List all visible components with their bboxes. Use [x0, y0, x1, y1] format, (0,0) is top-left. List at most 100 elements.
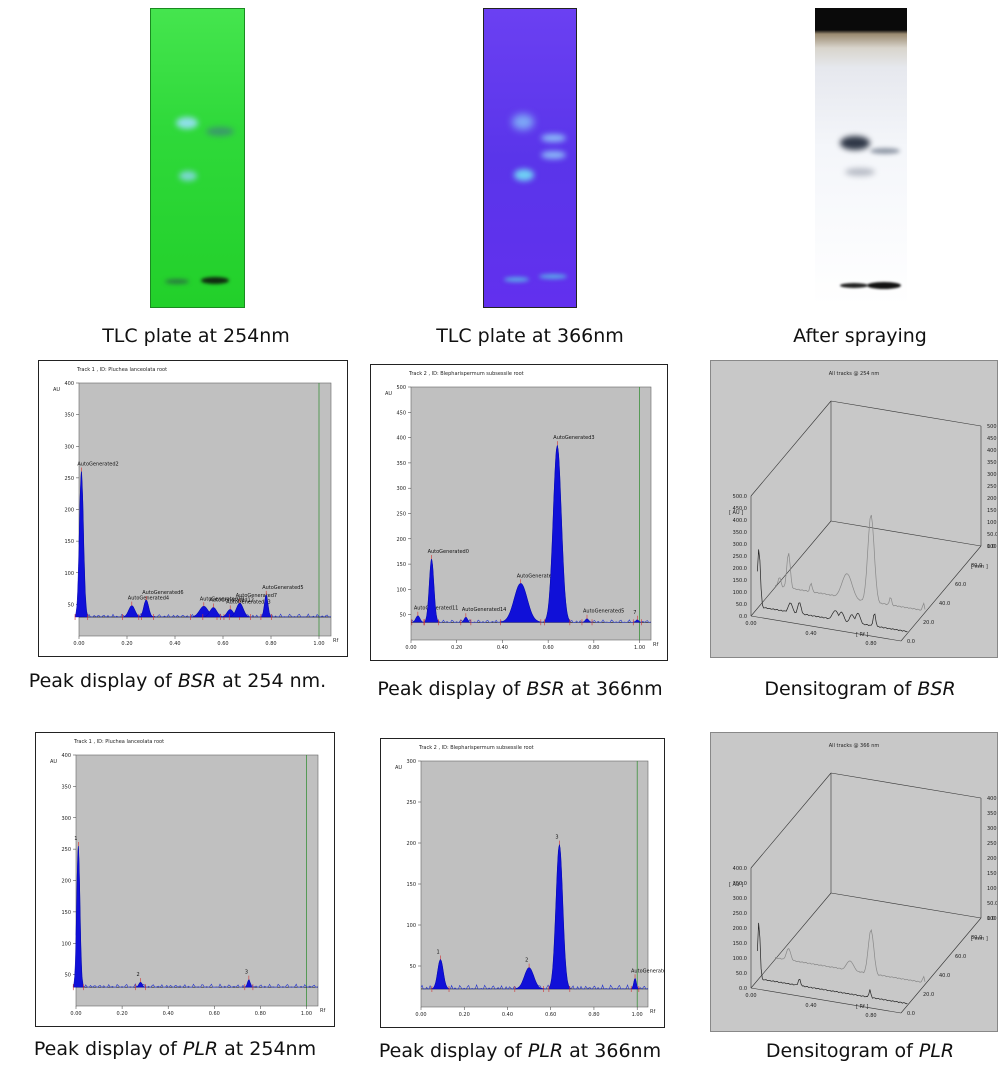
au-tick-label: 0.0	[739, 614, 747, 620]
x-unit: Rf	[653, 642, 658, 648]
mm-tick-label: 60.0	[955, 954, 966, 960]
box-edge	[750, 520, 832, 617]
y-tick-label: 150	[406, 882, 416, 888]
au-tick-label-right: 200.0	[987, 496, 997, 502]
x-tick-label: 0.20	[121, 641, 132, 647]
densitogram-bg	[711, 361, 997, 657]
rf-axis-label: [ Rf ]	[856, 1004, 868, 1010]
peak-label: AutoGenerated5	[262, 585, 303, 591]
box-edge	[750, 772, 832, 869]
y-tick-label: 400	[61, 753, 71, 759]
peak-3	[138, 599, 154, 618]
au-tick-label: 150.0	[733, 578, 747, 584]
x-tick-label: 0.60	[543, 645, 554, 651]
x-tick-label: 1.00	[301, 1011, 312, 1017]
peak-label: 2	[137, 972, 140, 978]
y-tick-label: 200	[406, 841, 416, 847]
rf-tick-label: 0.80	[865, 1013, 876, 1019]
box-edge	[830, 400, 982, 427]
au-tick-label-right: 500.0	[987, 424, 997, 430]
y-tick-label: 100	[61, 941, 71, 947]
x-tick-label: 1.00	[634, 645, 645, 651]
axis-mm	[900, 917, 982, 1014]
au-tick-label-right: 50.0	[987, 901, 997, 907]
peak-2	[135, 981, 146, 988]
peak-3	[548, 844, 570, 990]
x-tick-label: 0.40	[497, 645, 508, 651]
au-tick-label-right: 0.0	[987, 916, 995, 922]
rf-tick-label: 0.40	[805, 631, 816, 637]
y-tick-label: 150	[396, 562, 406, 568]
peak-label: AutoGenerated4	[631, 968, 664, 974]
y-unit: AU	[50, 759, 57, 765]
au-tick-label: 250.0	[733, 911, 747, 917]
peak-6	[581, 618, 593, 623]
au-tick-label: 400.0	[733, 866, 747, 872]
au-tick-label-right: 100.0	[987, 886, 997, 892]
peak-3	[460, 616, 472, 623]
au-tick-label: 300.0	[733, 896, 747, 902]
caption-densitogram-plr: Densitogram of PLR	[765, 1040, 955, 1062]
y-tick-label: 300	[61, 816, 71, 822]
caption-peak-bsr-254: Peak display of BSR at 254 nm.	[28, 670, 327, 692]
au-tick-label: 350.0	[733, 881, 747, 887]
box-edge	[830, 772, 982, 799]
au-tick-label: 50.0	[736, 602, 747, 608]
peak-chart-plr-366: Track 2 , ID: Blepharispermum subsessile…	[395, 745, 664, 1018]
rf-tick-label: 0.40	[805, 1003, 816, 1009]
axis-rf	[750, 987, 902, 1014]
peak-panel-bsr-254: Track 1 , ID: Pluchea lanceolata root AU R…	[38, 360, 348, 657]
x-tick-label: 1.00	[313, 641, 324, 647]
y-tick-label: 150	[64, 539, 74, 545]
au-tick-label: 300.0	[733, 542, 747, 548]
peak-panel-plr-366: Track 2 , ID: Blepharispermum subsessile…	[380, 738, 665, 1028]
peak-4	[631, 978, 639, 990]
x-tick-label: 0.80	[255, 1011, 266, 1017]
rf-tick-label: 0.00	[745, 621, 756, 627]
tlc-plate-254	[150, 8, 245, 308]
densitogram-title: All tracks @ 254 nm	[829, 371, 880, 377]
axis-rf	[750, 615, 902, 642]
box-edge	[830, 892, 982, 919]
x-unit: Rf	[320, 1008, 325, 1014]
y-tick-label: 150	[61, 910, 71, 916]
x-tick-label: 1.00	[632, 1012, 643, 1018]
peak-label: AutoGenerated4	[128, 596, 169, 602]
au-tick-label: 150.0	[733, 941, 747, 947]
mm-tick-label: 40.0	[939, 973, 950, 979]
rf-tick-label: 0.80	[865, 641, 876, 647]
au-tick-label-right: 100.0	[987, 520, 997, 526]
x-tick-label: 0.60	[545, 1012, 556, 1018]
peak-panel-plr-254: Track 1 , ID: Pluchea lanceolata root AU R…	[35, 732, 335, 1027]
au-tick-label-right: 250.0	[987, 841, 997, 847]
peak-label: 1	[74, 836, 77, 842]
peak-label: 2	[525, 958, 528, 964]
signal-line	[75, 846, 319, 988]
y-tick-label: 200	[396, 537, 406, 543]
y-tick-label: 250	[64, 476, 74, 482]
y-tick-label: 300	[64, 444, 74, 450]
y-tick-label: 350	[396, 461, 406, 467]
peak-4	[500, 583, 541, 623]
x-tick-label: 0.00	[405, 645, 416, 651]
au-tick-label-right: 300.0	[987, 826, 997, 832]
plot-area	[75, 754, 319, 1007]
mm-axis-label: [ mm ]	[971, 564, 988, 570]
mm-tick-label: 40.0	[939, 601, 950, 607]
au-tick-label: 500.0	[733, 494, 747, 500]
densitogram-chart-bsr: All tracks @ 254 nm 500.0 500.0 450.0 450.0 4…	[711, 361, 997, 657]
au-tick-label-right: 400.0	[987, 796, 997, 802]
mm-tick-label: 0.0	[907, 1011, 915, 1017]
panel-title: Track 2 , ID: Blepharispermum subsessile…	[408, 371, 524, 377]
densitogram-chart-plr: All tracks @ 366 nm 400.0 400.0 350.0 350.0 3…	[711, 733, 997, 1031]
mm-axis-label: [ mm ]	[971, 936, 988, 942]
x-tick-label: 0.60	[209, 1011, 220, 1017]
x-tick-label: 0.40	[502, 1012, 513, 1018]
densitogram-track-2	[774, 514, 926, 611]
x-tick-label: 0.20	[117, 1011, 128, 1017]
peak-label: AutoGenerated13	[226, 599, 271, 605]
au-axis-label: [ AU ]	[729, 510, 743, 516]
x-tick-label: 0.40	[169, 641, 180, 647]
peak-label: 3	[245, 970, 248, 976]
x-tick-label: 0.80	[588, 1012, 599, 1018]
